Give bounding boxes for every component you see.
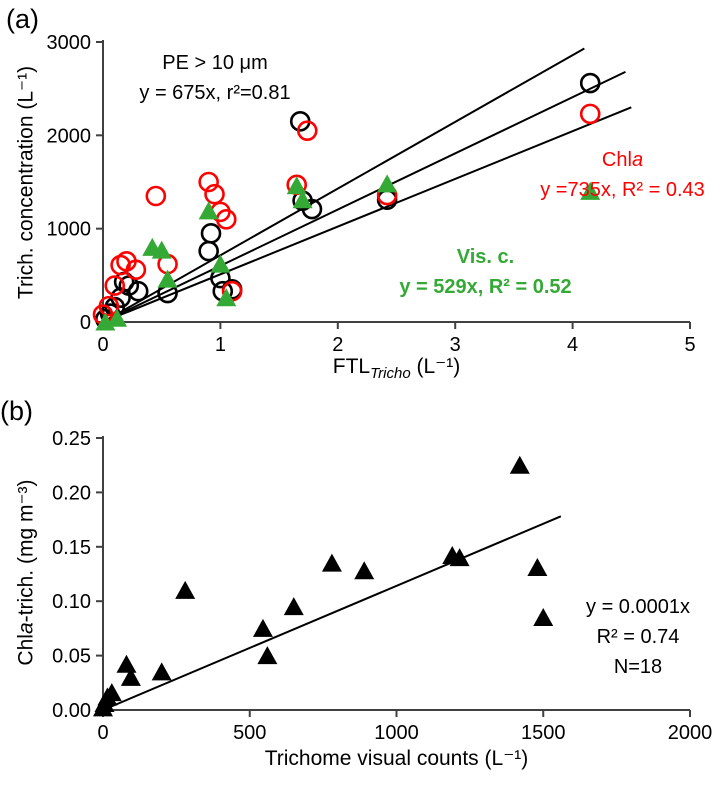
stats-annotation-r2: R² = 0.74	[596, 626, 680, 648]
data-point-triangle	[216, 288, 237, 307]
fit-line	[102, 515, 562, 711]
data-point-circle	[579, 103, 601, 125]
stats-annotation: y = 0.0001x R² = 0.74 N=18	[553, 592, 723, 682]
panel-a-x-axis-title-sub: Tricho	[370, 365, 411, 383]
pe-annotation-name: PE > 10 μm	[162, 52, 268, 74]
data-point-triangle	[283, 597, 304, 616]
data-point-triangle	[580, 181, 601, 200]
stats-annotation-equation: y = 0.0001x	[586, 596, 690, 618]
data-point-circle	[204, 183, 225, 205]
x-tick-label: 1	[215, 334, 226, 356]
fit-line	[102, 47, 585, 323]
data-point-circle	[200, 223, 222, 244]
y-tick-label: 2000	[47, 125, 92, 147]
data-point-circle	[145, 185, 167, 207]
data-point-circle	[198, 240, 219, 262]
data-point-triangle	[151, 240, 172, 259]
data-point-circle	[125, 259, 147, 281]
chla-annotation-name: Chla	[601, 149, 644, 171]
fit-line	[102, 106, 632, 323]
data-point-circle	[98, 295, 120, 317]
chla-annotation-fit: y =735x, R² = 0.43	[540, 179, 705, 201]
panel-b-y-axis-title-rest: -trich. (mg m⁻³)	[14, 479, 38, 623]
data-point-triangle	[321, 553, 342, 572]
data-point-triangle	[101, 683, 122, 702]
x-tick-label: 2	[332, 334, 343, 356]
pe-annotation-fit: y = 675x, r²=0.81	[139, 82, 291, 104]
fit-line	[102, 70, 626, 323]
x-tick-label: 3	[450, 334, 461, 356]
y-tick-label: 0.00	[52, 700, 91, 722]
stats-annotation-n: N=18	[613, 656, 663, 678]
data-point-triangle	[292, 190, 313, 209]
data-point-triangle	[151, 662, 172, 681]
data-point-triangle	[175, 580, 196, 599]
vis-annotation: Vis. c. y = 529x, R² = 0.52	[383, 242, 588, 302]
y-tick-label: 0	[80, 312, 91, 334]
data-point-triangle	[533, 608, 554, 627]
panel-a-x-axis-title-unit: (L⁻¹)	[410, 355, 461, 378]
data-point-triangle	[527, 557, 548, 576]
y-tick-label: 0.05	[52, 646, 91, 668]
y-tick-label: 0.25	[52, 428, 91, 450]
data-point-circle	[579, 72, 601, 94]
x-tick-label: 5	[684, 334, 695, 356]
chla-annotation: Chla y =735x, R² = 0.43	[525, 145, 720, 205]
y-tick-label: 1000	[47, 219, 92, 241]
data-point-triangle	[286, 176, 307, 195]
y-tick-label: 0.10	[52, 591, 91, 613]
x-tick-label: 0	[97, 722, 108, 744]
data-point-triangle	[354, 561, 375, 580]
y-tick-label: 0.15	[52, 537, 91, 559]
data-point-triangle	[198, 201, 219, 220]
data-point-circle	[198, 171, 219, 193]
panel-a-x-axis-title: FTLTricho (L⁻¹)	[103, 354, 690, 382]
data-point-triangle	[509, 455, 530, 474]
x-tick-label: 1000	[374, 722, 419, 744]
pe-annotation: PE > 10 μm y = 675x, r²=0.81	[110, 48, 320, 108]
vis-annotation-name: Vis. c.	[456, 246, 515, 268]
data-point-triangle	[120, 667, 141, 686]
data-point-circle	[296, 120, 318, 141]
data-point-triangle	[377, 174, 398, 193]
y-tick-label: 3000	[47, 32, 92, 54]
panel-b-label: (b)	[0, 396, 33, 426]
panel-a-x-axis-title-main: FTL	[332, 355, 371, 378]
data-point-circle	[301, 198, 323, 220]
data-point-triangle	[116, 654, 137, 673]
x-tick-label: 0	[97, 334, 108, 356]
data-point-triangle	[107, 308, 128, 327]
x-tick-label: 4	[567, 334, 578, 356]
data-point-triangle	[449, 548, 470, 567]
panel-b-y-axis-title-italic: a	[14, 622, 38, 635]
x-tick-label: 2000	[668, 722, 713, 744]
data-point-triangle	[252, 618, 273, 637]
panel-a-label: (a)	[6, 4, 39, 34]
panel-b-y-axis-title: Chla-trich. (mg m⁻³)	[14, 403, 39, 743]
x-tick-label: 500	[233, 722, 266, 744]
y-tick-label: 0.20	[52, 482, 91, 504]
panel-a-y-axis-title-text: Trich. concentration (L⁻¹)	[14, 65, 38, 300]
panel-a-y-axis-title: Trich. concentration (L⁻¹)	[14, 13, 39, 353]
data-point-circle	[104, 275, 126, 296]
x-tick-label: 1500	[521, 722, 566, 744]
data-point-triangle	[210, 254, 231, 273]
data-point-triangle	[157, 269, 178, 288]
panel-b-y-axis-title-main: Chl	[14, 634, 38, 666]
data-point-triangle	[257, 646, 278, 665]
vis-annotation-fit: y = 529x, R² = 0.52	[399, 276, 572, 298]
data-point-circle	[127, 280, 149, 302]
panel-b-x-axis-title: Trichome visual counts (L⁻¹)	[264, 747, 529, 770]
